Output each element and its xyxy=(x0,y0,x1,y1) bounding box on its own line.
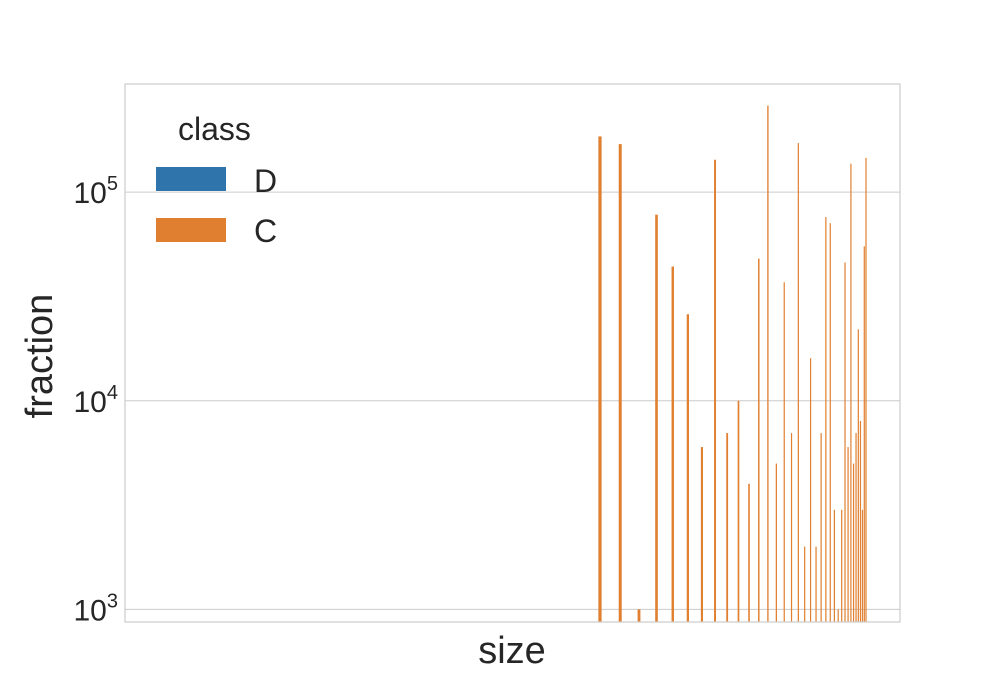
bar xyxy=(767,105,769,623)
bar xyxy=(841,509,843,622)
y-tick-label: 103 xyxy=(74,590,119,627)
bar xyxy=(783,282,785,622)
bar xyxy=(797,143,799,622)
y-tick-label: 104 xyxy=(74,382,119,419)
bar xyxy=(855,433,857,622)
bar xyxy=(852,463,855,622)
y-tick-label: 105 xyxy=(74,173,119,210)
bar xyxy=(700,447,703,622)
bar xyxy=(775,463,777,622)
plot-background xyxy=(125,84,900,622)
legend-title: class xyxy=(178,111,251,147)
bar xyxy=(737,400,740,622)
bar xyxy=(815,546,817,622)
legend: class D C xyxy=(156,111,277,249)
legend-swatch-c xyxy=(156,218,226,242)
x-axis-label: size xyxy=(478,630,546,672)
bar xyxy=(655,214,658,622)
bar xyxy=(833,509,835,622)
plot-frame xyxy=(124,83,901,623)
bar xyxy=(686,314,689,622)
bar xyxy=(758,258,760,622)
bar xyxy=(829,223,831,622)
bar xyxy=(847,447,849,622)
bars xyxy=(598,105,867,623)
bar xyxy=(637,609,641,622)
bar xyxy=(861,509,864,622)
bar xyxy=(859,420,862,622)
legend-label-c: C xyxy=(254,213,277,249)
bar xyxy=(825,217,827,622)
bar xyxy=(790,433,793,622)
bar xyxy=(726,433,729,622)
bar xyxy=(618,144,622,622)
bar xyxy=(820,433,822,622)
bar xyxy=(671,266,674,622)
bar xyxy=(857,329,859,622)
gridlines xyxy=(125,191,900,610)
bar xyxy=(863,246,865,622)
bar xyxy=(809,358,812,622)
y-tick-labels: 103 104 105 xyxy=(74,173,119,627)
bar xyxy=(714,159,716,622)
bar xyxy=(598,136,602,622)
y-axis-label: fraction xyxy=(19,294,61,419)
legend-label-d: D xyxy=(254,163,277,199)
bar xyxy=(865,157,867,622)
bar xyxy=(748,483,750,622)
bar xyxy=(804,546,806,622)
legend-swatch-d xyxy=(156,167,226,191)
bar xyxy=(837,609,839,622)
bar xyxy=(844,262,846,622)
bar xyxy=(850,163,852,622)
